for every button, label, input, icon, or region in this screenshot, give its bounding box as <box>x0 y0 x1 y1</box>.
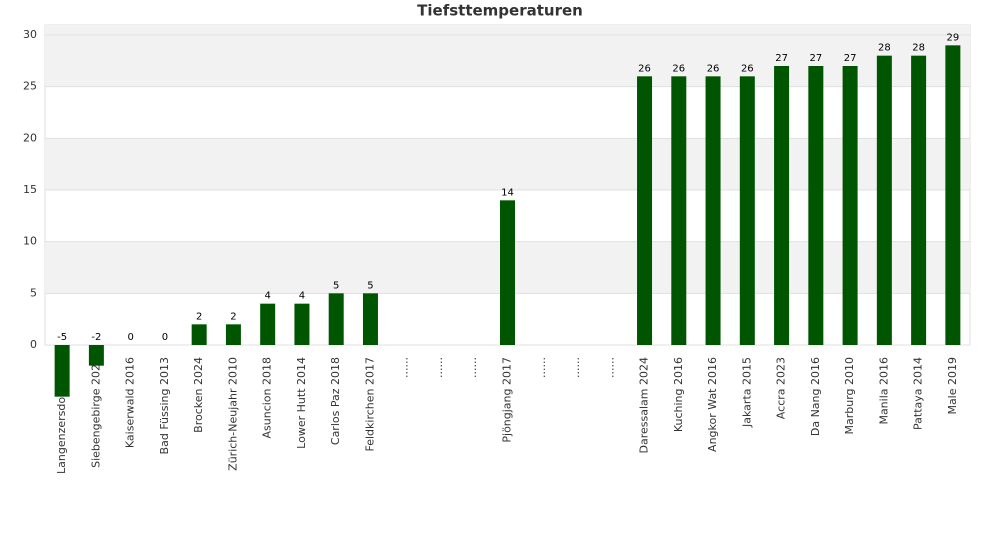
x-tick-label: Angkor Wat 2016 <box>706 357 719 452</box>
x-tick-label: Asuncion 2018 <box>261 357 274 439</box>
x-tick-label: Da Nang 2016 <box>809 357 822 436</box>
x-tick-label: Brocken 2024 <box>192 357 205 433</box>
x-tick-label: Pjöngjang 2017 <box>501 357 514 443</box>
y-tick-label: 10 <box>23 235 37 248</box>
bar <box>225 324 241 345</box>
bar <box>191 324 207 345</box>
bar <box>88 345 104 366</box>
value-label: 14 <box>501 187 514 198</box>
value-label: 2 <box>230 311 236 322</box>
x-tick-label: Manila 2016 <box>877 357 890 425</box>
bar <box>774 66 790 345</box>
bar <box>705 76 721 345</box>
bar <box>294 303 310 345</box>
bar <box>500 200 515 345</box>
value-label: 28 <box>878 43 891 54</box>
x-tick-label: Male 2019 <box>946 357 959 415</box>
value-label: 5 <box>333 280 339 291</box>
y-tick-label: 5 <box>30 286 37 299</box>
bar <box>260 303 276 345</box>
x-tick-label: ...... <box>603 357 616 378</box>
y-tick-label: 20 <box>23 131 37 144</box>
grid-band <box>45 138 970 190</box>
value-label: 26 <box>741 63 754 74</box>
value-label: 26 <box>672 63 685 74</box>
value-label: 28 <box>912 43 925 54</box>
x-tick-label: Marburg 2010 <box>843 357 856 435</box>
chart-title: Tiefsttemperaturen <box>417 2 583 20</box>
x-tick-label: Kaiserwald 2016 <box>124 357 137 448</box>
x-tick-label: Zürich-Neujahr 2010 <box>226 357 239 471</box>
bar <box>54 345 70 397</box>
x-tick-label: Lower Hutt 2014 <box>295 357 308 449</box>
x-tick-label: ...... <box>432 357 445 378</box>
x-tick-label: Accra 2023 <box>775 357 788 419</box>
y-tick-label: 0 <box>30 338 37 351</box>
x-tick-label: Bad Füssing 2013 <box>158 357 171 454</box>
value-label: 29 <box>947 32 960 43</box>
bar <box>911 55 927 346</box>
x-tick-label: Daressalam 2024 <box>638 357 651 453</box>
value-label: -5 <box>57 332 67 343</box>
grid-band <box>45 25 970 87</box>
x-tick-label: Carlos Paz 2018 <box>329 357 342 445</box>
bar <box>945 45 961 345</box>
value-label: -2 <box>91 332 101 343</box>
value-label: 4 <box>264 291 270 302</box>
y-tick-label: 25 <box>23 80 37 93</box>
bar <box>808 66 824 345</box>
bar <box>876 55 892 346</box>
bar <box>842 66 858 345</box>
x-tick-label: ...... <box>466 357 479 378</box>
bar <box>362 293 378 345</box>
bar <box>637 76 653 345</box>
x-tick-label: Siebengebirge 2022 <box>89 357 102 468</box>
bar <box>739 76 755 345</box>
x-tick-label: ...... <box>398 357 411 378</box>
value-label: 27 <box>775 53 788 64</box>
value-label: 27 <box>809 53 822 64</box>
value-label: 27 <box>844 53 857 64</box>
x-tick-label: Feldkirchen 2017 <box>363 357 376 452</box>
bar <box>328 293 344 345</box>
x-tick-label: Jakarta 2015 <box>740 357 753 428</box>
bar <box>671 76 687 345</box>
x-tick-label: Kuching 2016 <box>672 357 685 432</box>
y-tick-label: 30 <box>23 28 37 41</box>
x-tick-label: ...... <box>569 357 582 378</box>
value-label: 2 <box>196 311 202 322</box>
y-tick-label: 15 <box>23 183 37 196</box>
value-label: 5 <box>367 280 373 291</box>
x-tick-label: ...... <box>535 357 548 378</box>
value-label: 26 <box>707 63 720 74</box>
value-label: 4 <box>299 291 305 302</box>
value-label: 26 <box>638 63 651 74</box>
x-tick-label: Pattaya 2014 <box>912 357 925 430</box>
value-label: 0 <box>162 332 168 343</box>
value-label: 0 <box>127 332 133 343</box>
